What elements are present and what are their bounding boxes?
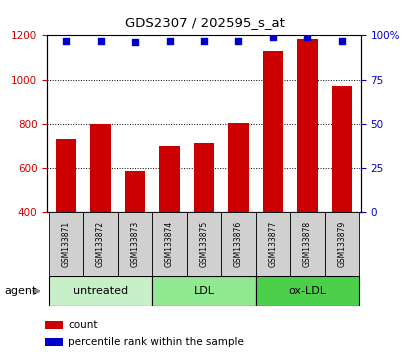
Bar (186, 212, 221, 276)
Bar (255, 212, 290, 276)
Text: GSM133871: GSM133871 (61, 221, 70, 267)
Text: GSM133873: GSM133873 (130, 221, 139, 267)
Text: untreated: untreated (73, 286, 128, 296)
Bar (296, 39, 317, 212)
Text: GDS2307 / 202595_s_at: GDS2307 / 202595_s_at (125, 16, 284, 29)
Point (303, 34, 310, 40)
Text: GSM133872: GSM133872 (96, 221, 105, 267)
Point (235, 38, 241, 44)
Bar (45, 338, 63, 346)
Bar (124, 171, 145, 212)
Text: GSM133875: GSM133875 (199, 221, 208, 267)
Text: count: count (68, 320, 97, 330)
Point (200, 38, 207, 44)
Bar (255, 276, 358, 306)
Text: GSM133874: GSM133874 (164, 221, 173, 267)
Text: GSM133877: GSM133877 (268, 221, 277, 267)
Text: percentile rank within the sample: percentile rank within the sample (68, 337, 243, 347)
Point (131, 40, 138, 45)
Text: agent: agent (4, 286, 36, 296)
Bar (262, 51, 283, 212)
Point (338, 38, 344, 44)
Bar (49, 212, 83, 276)
Point (63, 38, 69, 44)
Bar (90, 124, 111, 212)
Text: GSM133878: GSM133878 (302, 221, 311, 267)
Point (269, 34, 276, 40)
Bar (49, 276, 152, 306)
Bar (331, 86, 351, 212)
Text: ox-LDL: ox-LDL (288, 286, 326, 296)
Text: LDL: LDL (193, 286, 214, 296)
Bar (45, 321, 63, 329)
Bar (221, 212, 255, 276)
Bar (159, 146, 180, 212)
Bar (117, 212, 152, 276)
Point (97, 38, 103, 44)
Point (166, 38, 172, 44)
Bar (56, 139, 76, 212)
Bar (193, 143, 214, 212)
Bar (324, 212, 358, 276)
Text: GSM133879: GSM133879 (337, 221, 346, 267)
Bar (152, 212, 186, 276)
Bar (152, 276, 255, 306)
Bar (227, 123, 248, 212)
Bar (83, 212, 117, 276)
Bar (290, 212, 324, 276)
Text: GSM133876: GSM133876 (234, 221, 243, 267)
